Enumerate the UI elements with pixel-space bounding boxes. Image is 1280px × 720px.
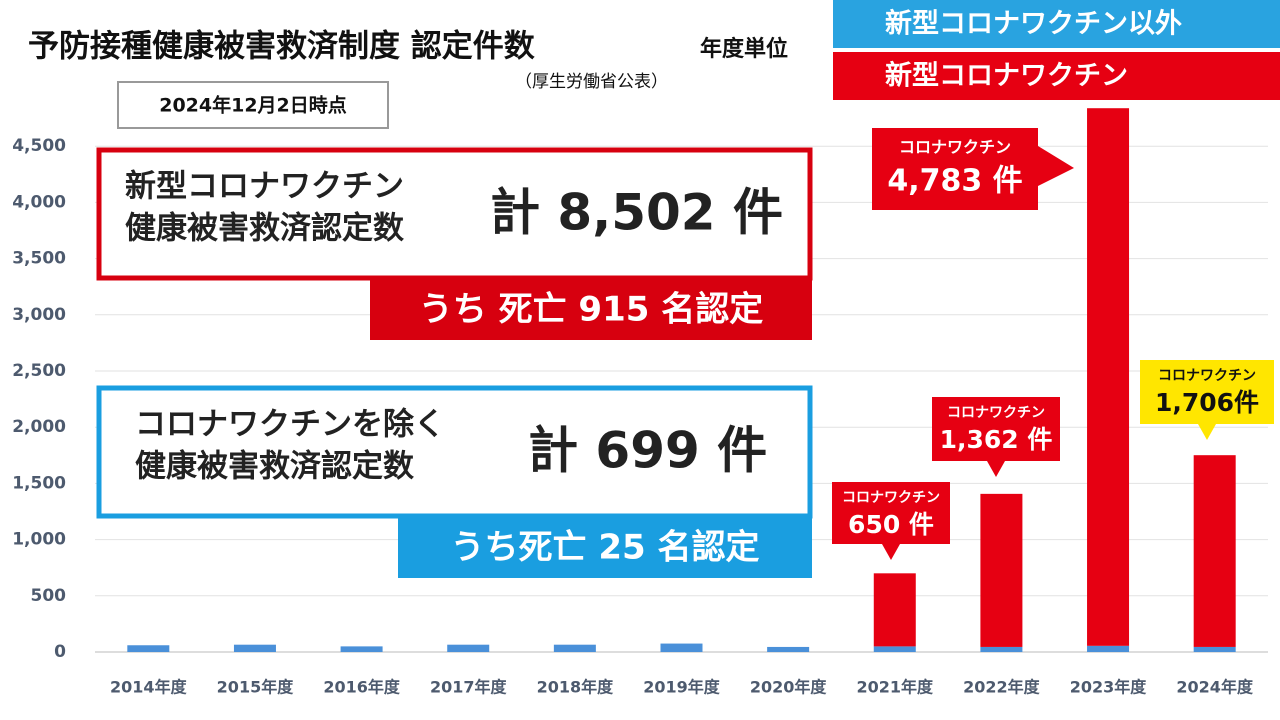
y-tick-label: 0 (54, 642, 66, 662)
death-box (370, 280, 812, 340)
bar-segment (873, 646, 916, 652)
callout-pointer (987, 461, 1005, 477)
x-tick-label: 2014年度 (110, 678, 188, 697)
x-tick-label: 2022年度 (963, 678, 1041, 697)
bar-segment (1087, 108, 1130, 646)
legend-label: 新型コロナワクチン (885, 60, 1128, 92)
x-tick-label: 2023年度 (1070, 678, 1148, 697)
callout-box (832, 482, 950, 544)
bar-segment (873, 573, 916, 647)
value-label: 650 件 (848, 510, 934, 539)
legend-swatch (833, 52, 1280, 100)
bar-segment (233, 644, 276, 652)
y-tick-label: 3,000 (12, 305, 66, 325)
callout-pointer (1198, 424, 1216, 440)
y-tick-label: 4,000 (12, 192, 66, 212)
summary-total: 計 8,502 件 (490, 184, 783, 242)
callout-label: コロナワクチン (842, 490, 940, 506)
value-label: 1,362 件 (940, 425, 1053, 454)
summary-line: 健康被害救済認定数 (135, 449, 414, 485)
legend-swatch (833, 0, 1280, 48)
y-tick-label: 3,500 (12, 249, 66, 269)
x-tick-label: 2018年度 (537, 678, 615, 697)
bar-segment (1087, 645, 1130, 652)
callout-box (932, 397, 1060, 461)
bar-segment (447, 644, 490, 652)
y-tick-label: 2,000 (12, 417, 66, 437)
unit-note: 年度単位 (700, 36, 788, 62)
bar-segment (1193, 646, 1236, 652)
bar-segment (660, 643, 703, 652)
bar-segment (980, 646, 1023, 652)
chart-title: 予防接種健康被害救済制度 認定件数 (28, 29, 535, 65)
bar-segment (980, 493, 1023, 647)
y-tick-label: 4,500 (12, 136, 66, 156)
legend-label: 新型コロナワクチン以外 (885, 8, 1182, 40)
x-tick-label: 2024年度 (1176, 678, 1254, 697)
summary-line: 新型コロナワクチン (125, 169, 404, 205)
summary-total: 計 699 件 (528, 422, 767, 480)
x-tick-label: 2021年度 (856, 678, 934, 697)
x-tick-label: 2020年度 (750, 678, 828, 697)
summary-box (96, 385, 813, 519)
summary-deaths: うち死亡 25 名認定 (451, 528, 760, 568)
value-label: 1,706件 (1155, 388, 1259, 417)
callout-box (1140, 360, 1274, 424)
date-box (117, 81, 389, 129)
x-tick-label: 2017年度 (430, 678, 508, 697)
x-tick-label: 2015年度 (217, 678, 295, 697)
y-tick-label: 500 (31, 586, 67, 606)
summary-line: 健康被害救済認定数 (125, 211, 404, 247)
bar-segment (553, 644, 596, 652)
x-tick-label: 2016年度 (323, 678, 401, 697)
callout-pointer (1038, 146, 1074, 186)
source: （厚生労働省公表） (515, 72, 668, 92)
value-label: 4,783 件 (887, 164, 1022, 199)
bar-segment (127, 645, 170, 652)
callout-label: コロナワクチン (899, 138, 1011, 157)
bar-segment (767, 646, 810, 652)
summary-deaths: うち 死亡 915 名認定 (419, 290, 763, 330)
y-tick-label: 2,500 (12, 361, 66, 381)
callout-label: コロナワクチン (1158, 368, 1256, 384)
callout-label: コロナワクチン (947, 405, 1045, 421)
x-tick-label: 2019年度 (643, 678, 721, 697)
death-box (398, 518, 812, 578)
callout-pointer (882, 544, 900, 560)
bar-segment (1193, 455, 1236, 647)
bar-segment (340, 646, 383, 652)
date-note: 2024年12月2日時点 (159, 94, 347, 117)
y-tick-label: 1,500 (12, 473, 66, 493)
summary-box (96, 147, 813, 281)
callout-box (872, 128, 1038, 210)
summary-line: コロナワクチンを除く (135, 407, 445, 443)
y-tick-label: 1,000 (12, 530, 66, 550)
